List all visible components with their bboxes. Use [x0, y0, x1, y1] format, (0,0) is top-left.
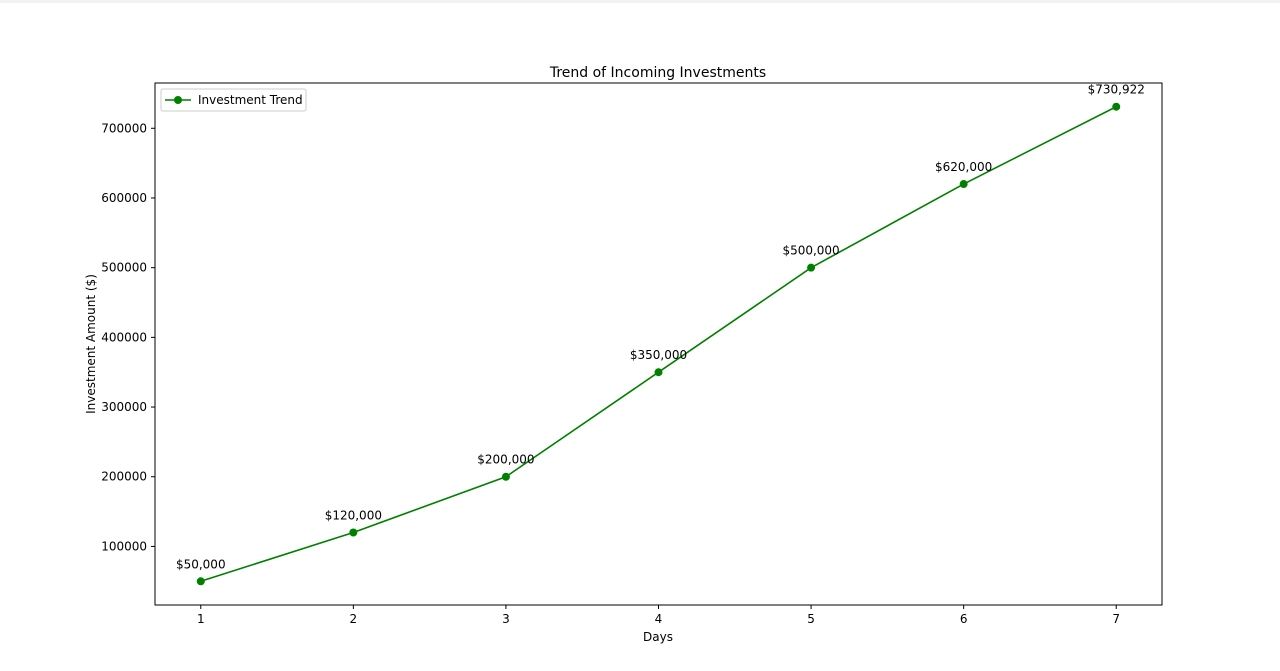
y-tick-label: 500000: [101, 261, 147, 275]
legend-box: [160, 88, 307, 112]
y-tick-label: 300000: [101, 400, 147, 414]
data-label: $350,000: [630, 348, 687, 362]
y-tick-label: 600000: [101, 191, 147, 205]
data-point: [807, 263, 816, 272]
data-point: [654, 368, 663, 377]
data-point: [959, 180, 968, 189]
data-label: $500,000: [782, 244, 839, 258]
x-tick-label: 6: [960, 612, 968, 626]
data-label: $50,000: [176, 557, 226, 571]
x-tick-label: 4: [655, 612, 663, 626]
window-top-strip: [0, 0, 1280, 3]
data-point: [196, 577, 205, 586]
data-label: $200,000: [477, 453, 534, 467]
y-tick-label: 400000: [101, 330, 147, 344]
legend: Investment Trend: [160, 88, 307, 112]
x-tick-label: 2: [350, 612, 358, 626]
data-point: [1112, 102, 1121, 111]
y-tick-label: 200000: [101, 470, 147, 484]
x-tick-label: 7: [1112, 612, 1120, 626]
data-point: [501, 472, 510, 481]
data-label: $730,922: [1088, 83, 1145, 97]
y-tick-label: 700000: [101, 121, 147, 135]
legend-marker-swatch: [174, 96, 182, 104]
plot-area: [155, 83, 1162, 605]
data-label: $620,000: [935, 160, 992, 174]
legend-label: Investment Trend: [198, 93, 303, 107]
data-label: $120,000: [325, 508, 382, 522]
y-tick-label: 100000: [101, 539, 147, 553]
x-tick-label: 5: [807, 612, 815, 626]
x-tick-label: 1: [197, 612, 205, 626]
y-axis-label: Investment Amount ($): [84, 274, 98, 414]
x-axis-label: Days: [643, 630, 673, 644]
x-tick-label: 3: [502, 612, 510, 626]
data-point: [349, 528, 358, 537]
chart-title: Trend of Incoming Investments: [549, 65, 766, 81]
